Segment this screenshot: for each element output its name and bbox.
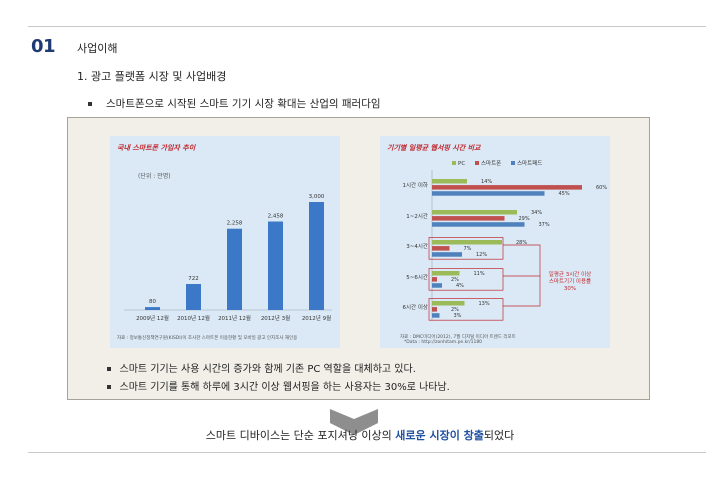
tick-label: 3~4시간: [406, 242, 428, 250]
annotation-text: 일평균 3시간 이상: [549, 270, 591, 278]
data-label: 3,000: [309, 194, 325, 200]
chart-source-data: *Data : http://zonhitam.pe.kr/1180: [404, 340, 483, 345]
bar: [432, 210, 517, 215]
tick-label: 1시간 이하: [403, 181, 429, 189]
tick-label: 5~6시간: [406, 273, 428, 281]
websurfing-chart: 기기별 일평균 웹서핑 시간 비교 PC 스마트폰 스마트패드 1시간 이하 14% 60…: [380, 136, 610, 348]
bar: [432, 240, 502, 245]
list-item: 스마트 기기는 사용 시간의 증가와 함께 기존 PC 역할을 대체하고 있다.: [107, 361, 450, 379]
bullet-square-icon: [88, 102, 92, 106]
callout-box: [428, 268, 504, 291]
websurfing-chart-plot: PC 스마트폰 스마트패드 1시간 이하 14% 60% 45% 1~2시간 34%29% 37%…: [403, 159, 607, 321]
bottom-divider: [28, 452, 706, 453]
conclusion-emphasis: 새로운 시장이 창출: [395, 429, 484, 442]
data-label: 14%: [481, 179, 492, 185]
tick-label: 2010년 12월: [177, 314, 210, 322]
panel-bullet-list: 스마트 기기는 사용 시간의 증가와 함께 기존 PC 역할을 대체하고 있다.…: [107, 361, 450, 397]
chart-source: 자료 : 정보통신정책연구원(KISDI)이 조사한 스마트폰 이용현황 및 모…: [117, 336, 298, 341]
data-label: 12%: [476, 252, 487, 258]
data-label: 13%: [479, 301, 490, 307]
data-label: 80: [149, 299, 156, 305]
data-label: 7%: [464, 246, 472, 252]
data-label: 722: [188, 276, 199, 282]
data-label: 34%: [531, 210, 542, 216]
callout-box: [428, 237, 504, 260]
tick-label: 6시간 이상: [403, 303, 429, 311]
bar: [186, 284, 201, 310]
data-label: 3%: [454, 313, 462, 319]
tick-label: 1~2시간: [406, 212, 428, 220]
bar: [432, 179, 467, 184]
top-divider: [28, 26, 706, 27]
chart-title: 기기별 일평균 웹서핑 시간 비교: [387, 144, 481, 152]
section-number: 01: [31, 36, 56, 57]
chart-unit-label: (단위 : 만명): [138, 173, 171, 180]
legend-swatch: [511, 161, 515, 165]
bar: [432, 222, 525, 227]
legend-swatch: [452, 161, 456, 165]
bar: [432, 185, 582, 190]
bar: [432, 277, 437, 282]
bar: [432, 271, 460, 276]
chevron-down-icon: [330, 409, 378, 435]
tick-label: 2012년 3월: [261, 314, 290, 322]
bar: [432, 191, 545, 196]
bar: [145, 307, 160, 310]
subscriber-chart: 국내 스마트폰 가입자 추이 (단위 : 만명) 80 2009년 12월 722 2…: [110, 136, 340, 348]
main-bullet-text: 스마트폰으로 시작된 스마트 기기 시장 확대는 산업의 패러다임: [106, 98, 381, 110]
bullet-square-icon: [107, 367, 111, 371]
data-label: 4%: [456, 283, 464, 289]
data-label: 60%: [596, 185, 607, 191]
data-label: 28%: [516, 240, 527, 246]
main-bullet: 스마트폰으로 시작된 스마트 기기 시장 확대는 산업의 패러다임: [88, 96, 381, 111]
bar: [432, 301, 465, 306]
annotation-text: 스마트기기 이용률: [549, 277, 591, 285]
data-label: 37%: [539, 222, 550, 228]
data-label: 45%: [559, 191, 570, 197]
subscriber-chart-plot: 80 2009년 12월 722 2010년 12월 2,258 2011년 12월 2,4…: [124, 194, 332, 322]
section-title: 사업이해: [77, 42, 118, 55]
bar: [432, 283, 442, 288]
data-label: 2,258: [227, 221, 243, 227]
bar: [432, 246, 450, 251]
callout-bracket: [503, 244, 541, 307]
legend-swatch: [475, 161, 479, 165]
conclusion-text: 스마트 디바이스는 단순 포지셔닝 이상의 새로운 시장이 창출되었다: [205, 429, 515, 442]
tick-label: 2009년 12월: [136, 314, 169, 322]
tick-label: 2012년 9월: [302, 314, 331, 322]
data-label: 29%: [519, 216, 530, 222]
legend-label: 스마트폰: [481, 159, 501, 167]
data-label: 2,458: [268, 214, 284, 220]
data-label: 2%: [451, 307, 459, 313]
bar: [432, 307, 437, 312]
section-subtitle: 1. 광고 플랫폼 시장 및 사업배경: [77, 70, 227, 83]
bar: [309, 202, 324, 310]
bar: [268, 221, 283, 310]
bullet-square-icon: [107, 385, 111, 389]
chart-source: 자료 : DMC미디어(2012), 7월 디지털 미디어 트렌드 리포트: [400, 335, 516, 340]
legend-label: PC: [458, 161, 465, 167]
bar: [227, 228, 242, 310]
list-item: 스마트 기기를 통해 하루에 3시간 이상 웹서핑을 하는 사용자는 30%로 …: [107, 379, 450, 397]
content-panel: 국내 스마트폰 가입자 추이 (단위 : 만명) 80 2009년 12월 722 2…: [67, 117, 650, 400]
tick-label: 2011년 12월: [218, 314, 251, 322]
bar: [432, 313, 440, 318]
legend-label: 스마트패드: [517, 159, 542, 167]
callout-box: [428, 298, 504, 321]
data-label: 2%: [451, 277, 459, 283]
data-label: 11%: [474, 271, 485, 277]
annotation-text: 30%: [564, 286, 576, 292]
bar: [432, 216, 505, 221]
chart-title: 국내 스마트폰 가입자 추이: [117, 144, 196, 152]
bar: [432, 252, 462, 257]
